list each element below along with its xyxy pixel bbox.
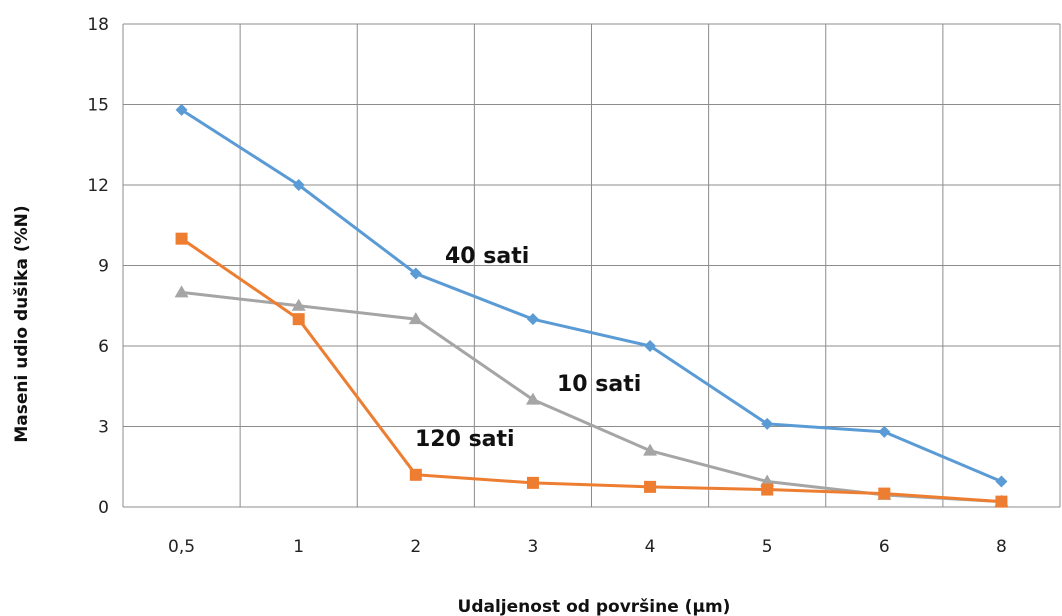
series-label: 10 sati (557, 372, 641, 397)
data-point (995, 475, 1008, 488)
data-point (292, 313, 305, 326)
y-axis-title: Maseni udio dušika (%N) (12, 205, 32, 442)
series-label: 40 sati (445, 244, 529, 269)
data-point (995, 495, 1008, 508)
y-tick-label: 9 (98, 257, 109, 277)
data-point (760, 474, 775, 487)
x-axis-title: Udaljenost od površine (µm) (458, 597, 731, 616)
x-tick-label: 3 (528, 537, 539, 557)
series-labels: 40 sati 10 sati 120 sati (415, 244, 641, 452)
series-label: 120 sati (415, 427, 515, 452)
data-point (525, 392, 540, 405)
data-point (761, 417, 774, 430)
data-point (761, 483, 774, 496)
data-point (174, 285, 189, 298)
x-tick-label: 8 (996, 537, 1007, 557)
y-tick-label: 0 (98, 498, 109, 518)
data-point (409, 267, 422, 280)
series-line (180, 108, 1003, 483)
y-tick-label: 3 (98, 418, 109, 438)
x-tick-label: 6 (879, 537, 890, 557)
data-point (409, 468, 422, 481)
data-point (175, 103, 188, 116)
data-point (408, 312, 423, 325)
grid (122, 23, 1061, 508)
data-point (175, 232, 188, 245)
data-point (526, 313, 539, 326)
data-point (644, 340, 657, 352)
series-line (180, 237, 1002, 504)
y-tick-label: 6 (98, 337, 109, 357)
x-tick-label: 0,5 (168, 537, 195, 557)
x-tick-label: 1 (293, 537, 304, 557)
x-tick-label: 4 (645, 537, 656, 557)
data-point (291, 298, 306, 311)
data-point (878, 487, 891, 500)
data-point (292, 179, 305, 191)
x-tick-label: 2 (410, 537, 421, 557)
series (174, 103, 1009, 508)
y-tick-label: 18 (87, 15, 109, 35)
y-tick-label: 15 (87, 96, 109, 116)
y-tick-label: 12 (87, 176, 109, 196)
data-point (643, 443, 658, 456)
data-point (526, 476, 539, 489)
data-point (878, 425, 891, 438)
data-point (644, 480, 657, 493)
x-tick-label: 5 (762, 537, 773, 557)
